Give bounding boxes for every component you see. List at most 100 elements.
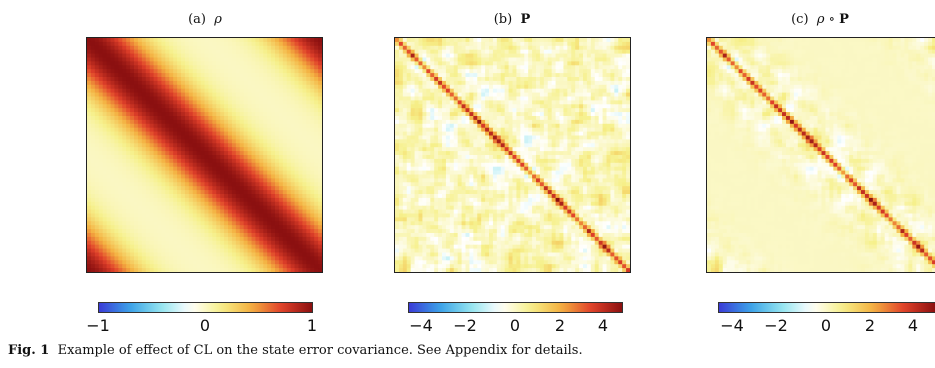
matrix-cell xyxy=(255,135,260,140)
matrix-cell xyxy=(571,45,576,51)
matrix-cell xyxy=(571,88,576,94)
matrix-cell xyxy=(90,221,96,226)
matrix-cell xyxy=(528,92,533,98)
matrix-cell xyxy=(231,240,237,246)
matrix-cell xyxy=(290,116,296,121)
matrix-cell xyxy=(410,88,416,94)
matrix-cell xyxy=(137,186,143,191)
matrix-cell xyxy=(196,213,202,218)
matrix-cell xyxy=(583,80,588,86)
matrix-cell xyxy=(504,80,510,86)
matrix-cell xyxy=(196,268,202,272)
matrix-cell xyxy=(177,151,182,156)
matrix-cell xyxy=(602,88,608,94)
matrix-cell xyxy=(196,127,202,133)
matrix-cell xyxy=(410,49,416,55)
matrix-cell xyxy=(453,69,459,74)
matrix-cell xyxy=(255,38,260,43)
matrix-cell xyxy=(524,45,529,51)
matrix-cell xyxy=(259,73,264,78)
matrix-cell xyxy=(161,170,166,176)
matrix-cell xyxy=(306,252,311,257)
matrix-cell xyxy=(508,84,514,90)
matrix-cell xyxy=(165,143,170,148)
matrix-cell xyxy=(114,170,119,176)
matrix-cell xyxy=(110,260,116,265)
matrix-cell xyxy=(122,268,127,272)
matrix-cell xyxy=(173,108,178,113)
matrix-cell xyxy=(539,100,545,105)
matrix-cell xyxy=(414,84,420,90)
matrix-cell xyxy=(212,38,217,43)
matrix-cell xyxy=(251,143,257,148)
matrix-cell xyxy=(414,41,420,47)
matrix-cell xyxy=(267,233,272,238)
matrix-cell xyxy=(306,186,311,191)
matrix-cell xyxy=(102,186,108,191)
matrix-cell xyxy=(169,80,174,86)
matrix-cell xyxy=(87,162,92,168)
matrix-cell xyxy=(512,77,518,82)
matrix-cell xyxy=(188,131,194,137)
matrix-cell xyxy=(188,92,194,98)
matrix-cell xyxy=(216,186,221,191)
matrix-cell xyxy=(98,108,104,113)
matrix-cell xyxy=(485,108,490,113)
matrix-cell xyxy=(134,116,139,121)
matrix-cell xyxy=(126,197,131,203)
matrix-cell xyxy=(434,92,439,98)
matrix-cell xyxy=(563,69,568,74)
matrix-cell xyxy=(504,112,510,117)
matrix-cell xyxy=(567,116,572,121)
matrix-cell xyxy=(220,205,225,211)
matrix-cell xyxy=(259,201,264,207)
matrix-cell xyxy=(181,197,186,203)
matrix-cell xyxy=(590,38,596,43)
matrix-cell xyxy=(318,166,322,172)
matrix-cell xyxy=(579,65,584,70)
matrix-cell xyxy=(196,139,202,144)
matrix-cell xyxy=(231,77,237,82)
matrix-cell xyxy=(216,131,221,137)
matrix-cell xyxy=(395,119,400,125)
matrix-cell xyxy=(271,174,276,179)
matrix-cell xyxy=(239,225,245,230)
matrix-cell xyxy=(306,225,311,230)
matrix-cell xyxy=(559,92,565,98)
matrix-cell xyxy=(259,182,264,187)
matrix-cell xyxy=(157,155,163,160)
matrix-cell xyxy=(157,170,163,176)
matrix-cell xyxy=(395,41,400,47)
matrix-cell xyxy=(461,80,467,86)
matrix-cell xyxy=(402,77,408,82)
matrix-cell xyxy=(310,112,315,117)
matrix-cell xyxy=(302,49,307,55)
matrix-cell xyxy=(145,96,151,101)
matrix-cell xyxy=(251,104,257,109)
matrix-cell xyxy=(461,65,467,70)
matrix-cell xyxy=(231,244,237,250)
matrix-cell xyxy=(126,155,131,160)
matrix-cell xyxy=(310,201,315,207)
matrix-cell xyxy=(492,45,498,51)
matrix-cell xyxy=(453,38,459,43)
matrix-cell xyxy=(106,213,112,218)
matrix-cell xyxy=(477,80,482,86)
matrix-cell xyxy=(294,256,300,261)
matrix-cell xyxy=(267,80,272,86)
matrix-cell xyxy=(161,49,166,55)
matrix-cell xyxy=(524,123,529,129)
matrix-cell xyxy=(532,119,537,125)
matrix-cell xyxy=(310,127,315,133)
matrix-cell xyxy=(169,139,174,144)
matrix-cell xyxy=(98,77,104,82)
matrix-cell xyxy=(130,155,135,160)
matrix-cell xyxy=(243,190,249,195)
matrix-cell xyxy=(318,264,322,269)
matrix-cell xyxy=(247,233,253,238)
matrix-cell xyxy=(263,57,268,62)
matrix-cell xyxy=(196,221,202,226)
matrix-cell xyxy=(555,53,561,59)
matrix-cell xyxy=(247,116,253,121)
matrix-cell xyxy=(302,186,307,191)
